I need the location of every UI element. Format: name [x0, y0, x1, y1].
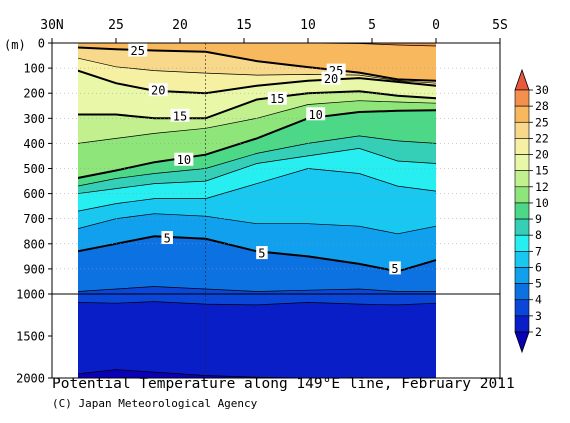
- colorbar-label: 5: [535, 277, 542, 291]
- isotherm-4: [78, 286, 436, 292]
- y-tick-label: 500: [23, 162, 45, 176]
- isotherm-2: [78, 369, 436, 378]
- isotherm-28: [78, 43, 437, 47]
- band-above-25: [78, 43, 436, 81]
- colorbar-segment: [514, 170, 530, 188]
- contour-label: 20: [324, 72, 338, 86]
- y-tick-label: 900: [23, 262, 45, 276]
- x-tick-label: 0: [432, 18, 440, 33]
- colorbar-segment: [514, 251, 530, 268]
- contour-label: 10: [308, 108, 322, 122]
- contour-label: 20: [151, 84, 165, 98]
- contour-label: 5: [258, 247, 265, 261]
- isotherm-15: [78, 90, 437, 120]
- colorbar-label: 30: [535, 83, 549, 97]
- x-tick-label: 20: [172, 18, 188, 33]
- x-tick-label: 25: [108, 18, 124, 33]
- colorbar-segment: [514, 154, 530, 171]
- colorbar-label: 2: [535, 325, 542, 339]
- y-tick-label: 0: [38, 37, 45, 51]
- x-tick-label: 10: [300, 18, 316, 33]
- colorbar-segment: [514, 315, 530, 333]
- contour-label: 15: [173, 109, 187, 123]
- isotherm-9: [78, 135, 437, 187]
- contour-label: 5: [391, 262, 398, 276]
- x-tick-label: 5S: [492, 18, 508, 33]
- colorbar-label: 12: [535, 180, 549, 194]
- y-tick-label: 1000: [16, 288, 45, 302]
- y-tick-label: 200: [23, 87, 45, 101]
- contour-label-bg: [174, 152, 194, 166]
- colorbar-label: 20: [535, 148, 549, 162]
- y-tick-label: 300: [23, 112, 45, 126]
- contour-label-bg: [267, 91, 287, 105]
- isotherm-7: [78, 168, 437, 212]
- chart-title: Potential Temperature along 149°E line, …: [52, 376, 515, 392]
- x-tick-label: 15: [236, 18, 252, 33]
- contour-label: 25: [131, 44, 145, 58]
- colorbar-label: 22: [535, 131, 549, 145]
- chart-credit: (C) Japan Meteorological Agency: [52, 397, 258, 410]
- contour-label-bg: [170, 108, 190, 122]
- colorbar-segment: [514, 138, 530, 155]
- colorbar-segment: [514, 218, 530, 236]
- contour-label-bg: [256, 246, 268, 260]
- x-tick-label: 30N: [40, 18, 63, 33]
- colorbar-label: 10: [535, 196, 549, 210]
- colorbar-label: 3: [535, 309, 542, 323]
- colorbar-bottom-arrow: [514, 331, 530, 354]
- plot-frame: [51, 42, 501, 379]
- colorbar-label: 6: [535, 260, 542, 274]
- y-tick-label: 400: [23, 137, 45, 151]
- y-tick-label: 100: [23, 62, 45, 76]
- colorbar-label: 25: [535, 115, 549, 129]
- colorbar-segment: [514, 234, 530, 252]
- colorbar-segment: [514, 267, 530, 284]
- contour-label-bg: [321, 71, 341, 85]
- colorbar-segment: [514, 299, 530, 317]
- colorbar-label: 4: [535, 293, 542, 307]
- y-tick-label: 700: [23, 212, 45, 226]
- contour-label-bg: [128, 43, 148, 57]
- contour-label: 5: [164, 232, 171, 246]
- y-axis-unit: (m): [4, 38, 26, 52]
- isotherm-8: [78, 148, 437, 194]
- contour-label-bg: [148, 83, 168, 97]
- colorbar-top-arrow: [514, 68, 530, 91]
- contour-label: 15: [270, 92, 284, 106]
- axes: 30N 25 20 15 10 5 0 5S (m) 0 100 200 300 400 500 600 700…: [4, 18, 508, 386]
- y-tick-label: 1500: [16, 330, 45, 344]
- y-tick-label: 800: [23, 237, 45, 251]
- isotherm-6: [78, 213, 437, 235]
- colorbar-label: 7: [535, 244, 542, 258]
- colorbar-label: 28: [535, 99, 549, 113]
- colorbar-segment: [514, 186, 530, 204]
- y-tick-label: 600: [23, 187, 45, 201]
- colorbar-segment: [514, 105, 530, 123]
- x-tick-label: 5: [368, 18, 376, 33]
- colorbar-label: 9: [535, 212, 542, 226]
- colorbar-segment: [514, 283, 530, 301]
- colorbar-label: 8: [535, 228, 542, 242]
- y-tick-label: 2000: [16, 372, 45, 386]
- colorbar-segment: [514, 202, 530, 220]
- isotherm-3: [78, 301, 437, 306]
- colorbar-segment: [514, 121, 530, 139]
- contour-label-bg: [389, 261, 401, 275]
- contour-label: 10: [177, 153, 191, 167]
- contour-label-bg: [161, 231, 173, 245]
- colorbar-segment: [514, 89, 530, 107]
- isotherm-20: [78, 69, 437, 95]
- colorbar: 30 28 25 22 20 15 12 10 9 8 7 6 5 4 3 2: [514, 68, 549, 354]
- isotherm-10: [78, 109, 437, 179]
- colorbar-label: 15: [535, 164, 549, 178]
- contour-label-bg: [306, 107, 326, 121]
